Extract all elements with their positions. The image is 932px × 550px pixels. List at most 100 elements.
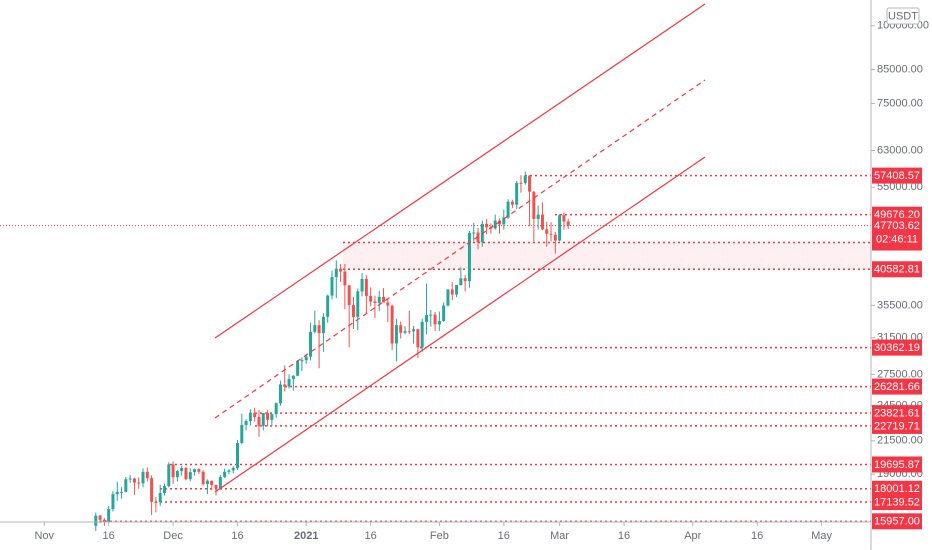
candle-body [231, 468, 235, 471]
candle-body [502, 217, 506, 225]
candle-body [317, 325, 321, 334]
candle-body [214, 485, 218, 489]
candle-body [364, 278, 368, 296]
candle-body [528, 175, 532, 192]
level-label-box [872, 167, 922, 184]
channel-lower [214, 156, 706, 493]
level-label: 57408.57 [874, 170, 920, 182]
candle-body [287, 378, 291, 387]
candle-body [150, 478, 154, 502]
candle-body [553, 234, 557, 241]
candle-body [442, 305, 446, 321]
x-tick-label: Mar [550, 530, 569, 542]
candle-body [120, 491, 124, 493]
level-label: 26281.66 [874, 381, 920, 393]
candle-body [261, 413, 265, 426]
candle-body [304, 356, 308, 361]
countdown: 02:46:11 [876, 234, 918, 246]
candle-body [420, 321, 424, 348]
candle-body [278, 384, 282, 404]
candle-body [403, 331, 407, 333]
candle-body [326, 295, 330, 317]
candle-body [424, 314, 428, 322]
candle-body [377, 296, 381, 303]
level-zone [343, 242, 871, 270]
candle-body [532, 191, 536, 219]
level-label: 15957.00 [874, 516, 920, 528]
candle-body [227, 470, 231, 472]
x-tick-label: 16 [498, 530, 510, 542]
candle-body [158, 493, 162, 503]
candle-body [549, 233, 553, 235]
candle-body [566, 221, 570, 226]
candle-body [205, 480, 209, 485]
candle-body [248, 412, 252, 422]
x-tick-label: May [811, 530, 832, 542]
channel [214, 3, 706, 493]
level-label-box [872, 378, 922, 395]
level-label: 30362.19 [874, 342, 920, 354]
candle-body [334, 268, 338, 278]
candle-body [184, 468, 188, 480]
candle-body [519, 182, 523, 184]
y-tick-label: 63000.00 [877, 144, 923, 156]
last-price-box [872, 217, 922, 248]
x-tick-label: 16 [103, 530, 115, 542]
candle-body [446, 289, 450, 306]
candle-body [180, 468, 184, 472]
candle-body [545, 229, 549, 234]
level-label-box [872, 480, 922, 497]
candle-body [240, 424, 244, 443]
candle-body [141, 471, 145, 484]
y-tick-label: 75000.00 [877, 97, 923, 109]
candle-body [300, 360, 304, 362]
candle-body [347, 285, 351, 306]
level-label-box [872, 456, 922, 473]
x-tick-label: 16 [365, 530, 377, 542]
y-tick-label: 55000.00 [877, 181, 923, 193]
candle-body [132, 478, 136, 483]
level-label-box [872, 417, 922, 434]
channel-upper [214, 3, 706, 339]
candle-body [145, 471, 149, 479]
level-label-box [872, 261, 922, 278]
level-label-box [872, 513, 922, 530]
candle-body [360, 278, 364, 292]
candle-body [523, 175, 527, 184]
candle-body [236, 442, 240, 469]
level-label-box [872, 494, 922, 511]
candle-body [412, 329, 416, 332]
candle-body [455, 285, 459, 295]
level-label: 19695.87 [874, 459, 920, 471]
candle-body [244, 421, 248, 425]
x-tick-label: Dec [163, 530, 183, 542]
candle-body [124, 479, 128, 492]
candle-body [351, 305, 355, 317]
candle-body [94, 515, 98, 526]
level-label-box [872, 339, 922, 356]
y-tick-label: 27500.00 [877, 368, 923, 380]
candle-body [102, 519, 106, 522]
candle-body [497, 220, 501, 225]
y-tick-label: 35500.00 [877, 299, 923, 311]
y-tick-label: 85000.00 [877, 64, 923, 76]
candle-body [382, 296, 386, 303]
candle-body [536, 214, 540, 219]
level-label: 40582.81 [874, 264, 920, 276]
candle-body [218, 477, 222, 489]
candle-body [283, 384, 287, 387]
level-label-box [872, 405, 922, 422]
candle-body [407, 331, 411, 333]
candle-body [463, 278, 467, 282]
x-tick-label: Apr [684, 530, 701, 542]
candle-body [137, 482, 141, 484]
candle-body [171, 464, 175, 478]
candle-body [562, 215, 566, 222]
candle-body [201, 471, 205, 485]
candle-body [416, 329, 420, 348]
candle-body [510, 201, 514, 205]
level-label: 17139.52 [874, 496, 920, 508]
y-tick-label: 21500.00 [877, 435, 923, 447]
candle-body [472, 232, 476, 234]
